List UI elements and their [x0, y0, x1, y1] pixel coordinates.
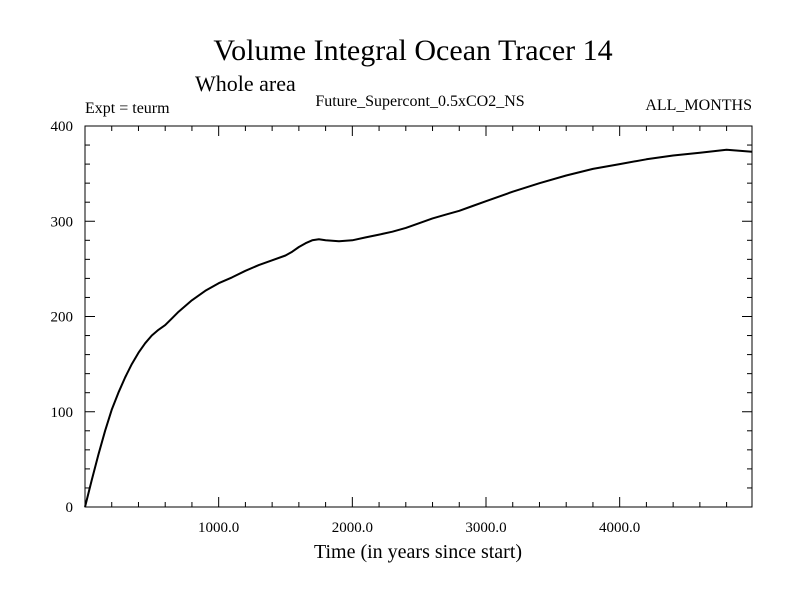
- x-tick-label: 2000.0: [332, 520, 373, 536]
- y-tick-label: 100: [51, 405, 74, 421]
- y-tick-label: 400: [51, 119, 74, 135]
- y-tick-label: 0: [66, 500, 74, 516]
- x-tick-label: 3000.0: [465, 520, 506, 536]
- x-tick-label: 4000.0: [599, 520, 640, 536]
- plot-frame: [84, 125, 753, 508]
- x-axis-label: Time (in years since start): [314, 541, 522, 563]
- chart-subtitle: Whole area: [195, 71, 296, 96]
- experiment-label: Expt = teurm: [85, 100, 170, 117]
- chart-title: Volume Integral Ocean Tracer 14: [213, 34, 612, 67]
- axis-ticks: [85, 126, 752, 507]
- y-tick-label: 200: [51, 310, 74, 326]
- y-tick-label: 300: [51, 214, 74, 230]
- axis-tick-labels: 1000.0 2000.0 3000.0 4000.0 0 100 200 300 400: [51, 119, 641, 536]
- run-name-label: Future_Supercont_0.5xCO2_NS: [315, 93, 524, 110]
- tracer-series-line: [84, 148, 753, 508]
- x-tick-label: 1000.0: [198, 520, 239, 536]
- months-label: ALL_MONTHS: [645, 97, 752, 114]
